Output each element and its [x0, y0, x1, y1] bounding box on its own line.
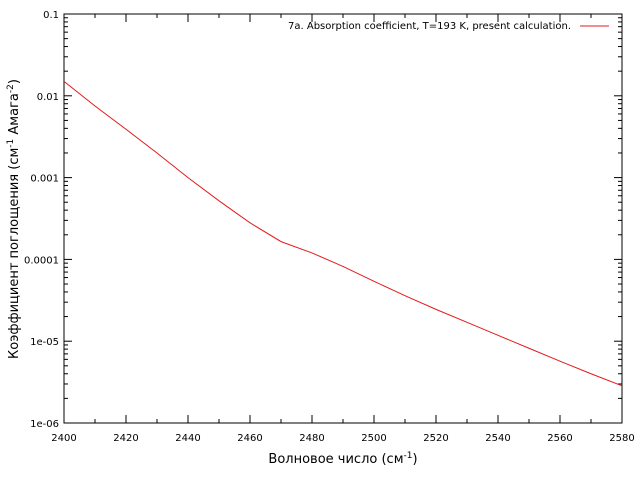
y-tick-label: 0.0001 — [24, 255, 59, 266]
x-tick-label: 2540 — [485, 433, 510, 444]
y-tick-label: 1e-06 — [30, 419, 59, 430]
x-tick-label: 2420 — [113, 433, 138, 444]
x-axis-label: Волновое число (см-1) — [268, 451, 417, 467]
x-tick-label: 2440 — [175, 433, 200, 444]
x-tick-label: 2580 — [609, 433, 634, 444]
x-tick-label: 2400 — [51, 433, 76, 444]
y-tick-label: 0.1 — [43, 10, 59, 21]
legend: 7a. Absorption coefficient, T=193 K, pre… — [288, 21, 609, 32]
legend-label: 7a. Absorption coefficient, T=193 K, pre… — [288, 21, 571, 32]
y-axis-label: Коэффициент поглощения (см-1 Амага-2) — [6, 79, 22, 359]
x-tick-label: 2480 — [299, 433, 324, 444]
y-tick-label: 0.001 — [30, 174, 59, 185]
y-tick-label: 1e-05 — [30, 337, 59, 348]
plot-frame — [63, 13, 623, 424]
y-tick-label: 0.01 — [37, 92, 59, 103]
tick-labels: 2400 2420 2440 2460 2480 2500 2520 2540 2560 2580… — [24, 10, 635, 444]
x-tick-label: 2460 — [237, 433, 262, 444]
series-line — [63, 81, 623, 387]
x-tick-label: 2560 — [547, 433, 572, 444]
x-tick-label: 2500 — [361, 433, 386, 444]
ticks — [63, 13, 623, 424]
x-tick-label: 2520 — [423, 433, 448, 444]
